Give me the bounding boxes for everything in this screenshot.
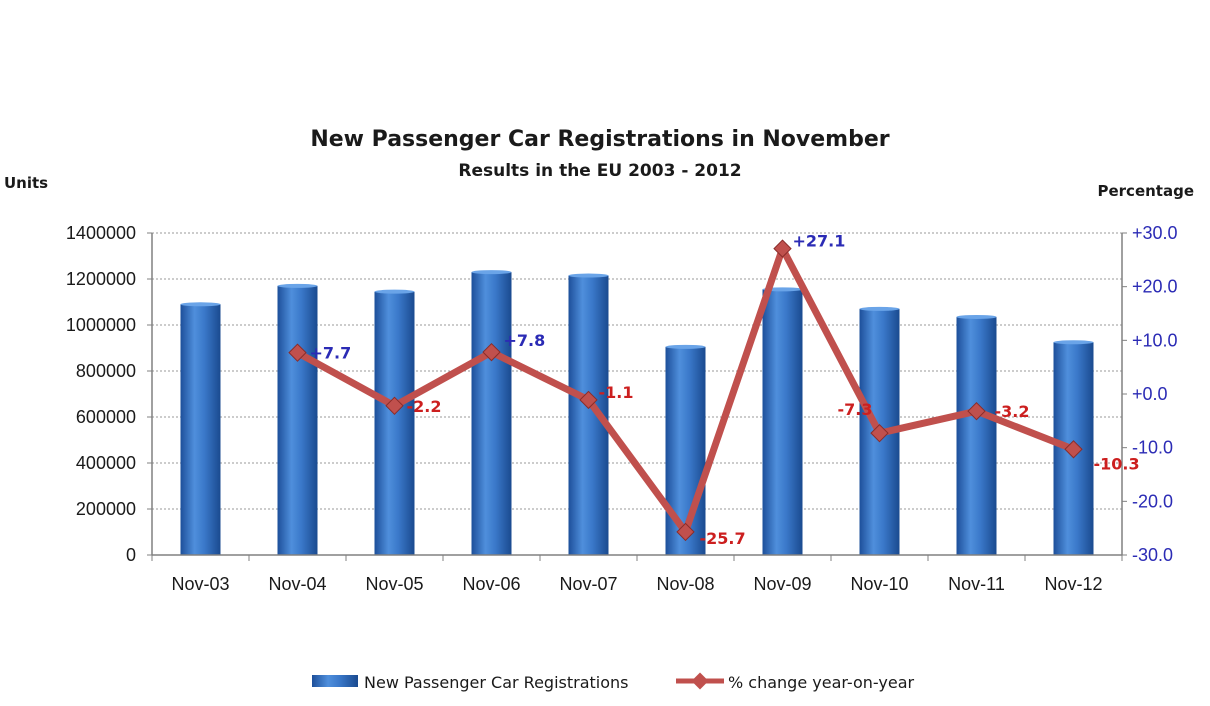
line-data-label: -3.2 [995, 402, 1030, 421]
left-tick-label: 1200000 [66, 269, 136, 289]
bar-top [1053, 340, 1094, 345]
line-data-label: -25.7 [700, 529, 746, 548]
bar-top [374, 289, 415, 294]
line-data-label: +7.7 [310, 344, 352, 363]
y-axis-title: Units [4, 174, 48, 192]
chart-title: New Passenger Car Registrations in Novem… [310, 127, 889, 152]
category-label: Nov-10 [850, 574, 908, 594]
right-tick-label: -10.0 [1132, 438, 1173, 458]
bar-top [471, 270, 512, 275]
right-tick-label: +0.0 [1132, 384, 1168, 404]
category-label: Nov-06 [462, 574, 520, 594]
legend: New Passenger Car Registrations % change… [312, 672, 915, 692]
line-marker [676, 522, 695, 542]
axes [147, 232, 1127, 561]
left-tick-label: 800000 [76, 361, 136, 381]
category-label: Nov-11 [948, 574, 1005, 594]
legend-line-label: % change year-on-year [728, 673, 915, 692]
line-data-label: +7.8 [504, 331, 546, 350]
category-label: Nov-08 [656, 574, 714, 594]
line-marker [1064, 440, 1083, 459]
left-tick-label: 400000 [76, 453, 136, 473]
bar [180, 304, 221, 555]
bar-top [180, 302, 221, 307]
bar [471, 272, 512, 555]
right-tick-label: +10.0 [1132, 330, 1178, 350]
line-marker [579, 390, 598, 410]
bar [956, 316, 997, 555]
bar-top [277, 283, 318, 288]
line-marker [967, 401, 986, 421]
category-label: Nov-12 [1044, 574, 1102, 594]
right-tick-labels: -30.0 -20.0 -10.0 +0.0 +10.0 +20.0 +30.0 [1132, 223, 1178, 565]
line-marker [773, 239, 792, 258]
category-label: Nov-09 [753, 574, 811, 594]
left-tick-label: 1400000 [66, 223, 136, 243]
category-label: Nov-03 [171, 574, 229, 594]
line-data-label: -7.3 [838, 400, 873, 419]
line-data-label: +27.1 [793, 232, 846, 251]
legend-bar-swatch [312, 675, 358, 687]
bar [277, 285, 318, 555]
legend-line-marker [691, 672, 709, 690]
chart-subtitle: Results in the EU 2003 - 2012 [458, 161, 741, 181]
line-data-label: -2.2 [407, 397, 442, 416]
category-label: Nov-05 [365, 574, 423, 594]
y2-axis-title: Percentage [1097, 182, 1194, 200]
line-marker [288, 343, 307, 362]
category-labels: Nov-03 Nov-04 Nov-05 Nov-06 Nov-07 Nov-08 Nov-… [171, 574, 1102, 594]
category-label: Nov-04 [268, 574, 326, 594]
bar [374, 291, 415, 555]
line-data-labels: +7.7 -2.2 +7.8 -1.1 -25.7 +27.1 -7.3 -3.2 -10.3 [310, 232, 1140, 548]
right-tick-label: -30.0 [1132, 545, 1173, 565]
right-tick-label: +20.0 [1132, 277, 1178, 297]
left-tick-label: 1000000 [66, 315, 136, 335]
left-tick-label: 600000 [76, 407, 136, 427]
right-tick-label: -20.0 [1132, 491, 1173, 511]
line-marker [870, 423, 889, 443]
line-marker [385, 396, 404, 415]
right-tick-label: +30.0 [1132, 223, 1178, 243]
bar [762, 289, 803, 555]
bar-top [568, 273, 609, 278]
line-data-label: -1.1 [599, 383, 634, 402]
left-tick-label: 200000 [76, 499, 136, 519]
line-series [288, 239, 1083, 542]
bar-top [665, 344, 706, 349]
legend-bar-label: New Passenger Car Registrations [364, 673, 629, 692]
category-label: Nov-07 [559, 574, 617, 594]
left-tick-labels: 0 200000 400000 600000 800000 1000000 1200000 1… [66, 223, 136, 565]
left-tick-label: 0 [126, 545, 136, 565]
line-marker [482, 342, 501, 362]
bar-top [956, 314, 997, 319]
bar [665, 346, 706, 555]
bar-top [859, 306, 900, 311]
line-data-label: -10.3 [1094, 454, 1140, 473]
